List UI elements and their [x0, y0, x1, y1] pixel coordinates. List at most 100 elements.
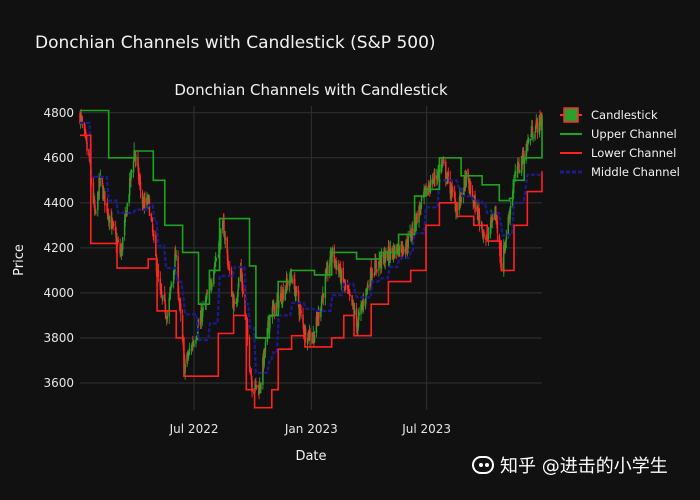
- candle-body: [418, 207, 421, 211]
- candle-body: [309, 330, 311, 339]
- candle-body: [534, 126, 537, 133]
- candle-body: [402, 248, 405, 253]
- candle-body: [472, 201, 474, 203]
- candle-body: [175, 254, 177, 258]
- legend-label: Middle Channel: [591, 165, 680, 179]
- candle-body: [132, 161, 135, 173]
- candle-body: [130, 170, 132, 181]
- candle-body: [188, 350, 190, 355]
- candle-body: [237, 289, 239, 297]
- candle-body: [237, 278, 240, 288]
- candle-body: [142, 201, 144, 203]
- candle-body: [527, 138, 530, 143]
- candle-body: [441, 161, 444, 163]
- candle-body: [518, 163, 520, 171]
- candle-body: [172, 270, 175, 284]
- candle-body: [316, 316, 318, 320]
- candle-body: [376, 269, 378, 272]
- candle-body: [159, 278, 162, 291]
- candle-body: [384, 259, 386, 263]
- lower-channel-line: [80, 134, 543, 409]
- candle-body: [375, 261, 378, 269]
- candle-body: [263, 349, 265, 366]
- candle-body: [108, 216, 111, 224]
- candle-body: [370, 267, 372, 280]
- candle-body: [406, 240, 408, 249]
- candle-body: [240, 265, 242, 274]
- tick-labels: 3600 3800 4000 4200 4400 4600 4800 Jul 2022 Jan …: [43, 106, 451, 436]
- y-tick-label: 4600: [43, 151, 74, 165]
- candle-body: [344, 279, 346, 287]
- candle-body: [351, 301, 354, 305]
- candle-body: [388, 246, 390, 257]
- candle-body: [101, 177, 104, 186]
- candle-body: [164, 303, 167, 315]
- candle-body: [487, 233, 490, 239]
- candle-body: [141, 192, 144, 204]
- candle-body: [215, 258, 218, 260]
- candle-body: [213, 266, 216, 271]
- candle-body: [467, 178, 470, 184]
- legend-item: Lower Channel: [560, 146, 676, 160]
- candle-body: [160, 290, 163, 296]
- candle-body: [462, 192, 465, 196]
- candle-body: [437, 170, 439, 177]
- candle-body: [325, 273, 327, 279]
- candle-body: [98, 177, 100, 200]
- candle-body: [320, 308, 322, 318]
- candle-body: [169, 287, 172, 294]
- candle-body: [187, 355, 190, 359]
- candle-body: [481, 225, 483, 228]
- candle-body: [367, 285, 369, 288]
- candle-body: [157, 270, 160, 277]
- candle-body: [155, 235, 157, 257]
- candle-body: [151, 219, 153, 222]
- candle-body: [371, 273, 374, 275]
- candle-body: [188, 350, 191, 352]
- x-tick-label: Jul 2022: [169, 422, 219, 436]
- candle-body: [178, 299, 181, 304]
- candle-body: [223, 219, 225, 237]
- candle-body: [221, 220, 224, 230]
- candle-body: [123, 219, 126, 236]
- candle-body: [415, 224, 417, 229]
- candle-body: [250, 373, 252, 375]
- candle-body: [106, 202, 109, 215]
- candle-body: [419, 209, 422, 211]
- candle-body: [223, 236, 226, 239]
- candle-body: [360, 304, 363, 306]
- candle-body: [171, 282, 173, 287]
- legend-swatch-box: [563, 107, 579, 123]
- candle-body: [349, 294, 351, 296]
- candle-body: [481, 229, 484, 238]
- x-tick-label: Jan 2023: [284, 422, 338, 436]
- x-axis-label: Date: [295, 449, 326, 464]
- candle-body: [411, 228, 414, 234]
- candle-body: [291, 278, 293, 284]
- candle-body: [224, 238, 227, 241]
- candle-body: [230, 270, 233, 297]
- candle-body: [538, 115, 541, 135]
- candle-body: [517, 162, 519, 172]
- candle-body: [342, 267, 344, 281]
- candle-body: [355, 308, 358, 327]
- candle-body: [498, 235, 501, 242]
- legend-item: Candlestick: [560, 107, 658, 123]
- candle-body: [137, 156, 139, 167]
- candle-body: [111, 219, 114, 224]
- candle-body: [362, 300, 365, 306]
- candle-body: [333, 247, 336, 263]
- candle-body: [280, 292, 283, 303]
- candle-body: [184, 364, 186, 374]
- candle-body: [495, 211, 497, 221]
- candle-body: [162, 295, 164, 300]
- candle-body: [453, 192, 456, 199]
- candle-body: [209, 282, 212, 287]
- candle-body: [357, 323, 359, 332]
- candle-body: [539, 115, 541, 119]
- candle-body: [300, 310, 302, 314]
- candle-body: [432, 181, 434, 183]
- candle-body: [255, 384, 258, 389]
- candle-body: [499, 243, 501, 257]
- candle-body: [352, 303, 355, 308]
